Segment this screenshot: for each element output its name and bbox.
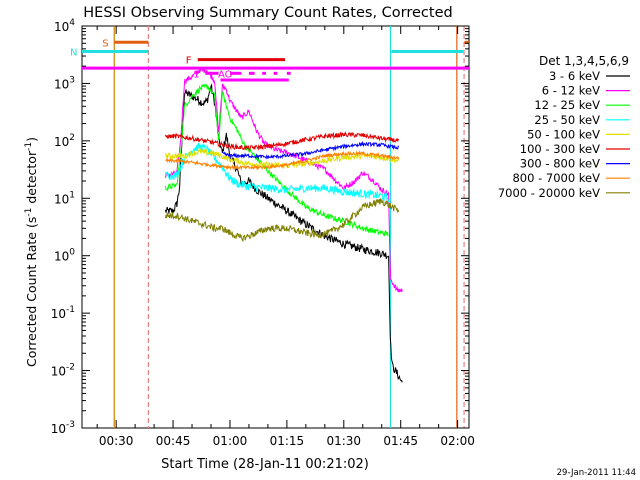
legend-label-2: 12 - 25 keV — [534, 98, 600, 112]
series-line-7 — [165, 150, 400, 171]
flag-label-2: F — [186, 56, 192, 67]
plot-area: S N F1 AO — [70, 25, 470, 429]
y-tick-label-2: 102 — [54, 133, 75, 149]
legend-label-0: 3 - 6 keV — [549, 69, 600, 83]
x-tick-label-6: 02:00 — [440, 434, 475, 448]
x-tick-label-4: 01:30 — [326, 434, 361, 448]
y-label-sup1: -1 — [24, 208, 34, 217]
y-label-sup2: -1 — [24, 142, 34, 151]
legend-label-6: 300 - 800 keV — [520, 157, 600, 171]
flag-label-4: 1 — [193, 69, 199, 80]
flag-label-5: AO — [218, 69, 233, 80]
flag-label-1: N — [70, 47, 77, 58]
series-line-0 — [165, 83, 403, 383]
y-tick-label-4: 100 — [54, 248, 75, 264]
x-axis-label: Start Time (28-Jan-11 00:21:02) — [161, 457, 369, 472]
x-tick-label-0: 00:30 — [99, 434, 134, 448]
flag-label-0: S — [102, 38, 108, 49]
series-line-3 — [165, 142, 390, 203]
y-label-mid: detector — [24, 150, 39, 208]
series-line-4 — [165, 147, 400, 169]
legend-title: Det 1,3,4,5,6,9 — [539, 54, 629, 68]
chart-title: HESSI Observing Summary Count Rates, Cor… — [83, 5, 452, 21]
series-layer — [165, 67, 403, 383]
timestamp: 29-Jan-2011 11:44 — [557, 468, 636, 478]
y-tick-label-1: 103 — [54, 75, 75, 91]
y-tick-label-0: 104 — [54, 18, 75, 34]
series-line-2 — [165, 83, 389, 237]
plot-frame — [81, 25, 470, 429]
y-tick-label-5: 10-1 — [51, 305, 75, 321]
y-tick-label-6: 10-2 — [51, 363, 75, 379]
axes: 00:30 00:45 01:00 01:15 01:30 01:45 02:00 104 10… — [51, 18, 475, 448]
x-tick-label-3: 01:15 — [270, 434, 305, 448]
legend-label-4: 50 - 100 keV — [527, 127, 600, 141]
legend-label-7: 800 - 7000 keV — [512, 171, 600, 185]
y-label-end: ) — [24, 137, 39, 142]
orbit-night-lines — [113, 26, 465, 428]
legend-label-8: 7000 - 20000 keV — [498, 186, 600, 200]
series-line-8 — [165, 198, 400, 242]
x-tick-label-1: 00:45 — [156, 434, 191, 448]
legend-label-1: 6 - 12 keV — [542, 84, 600, 98]
y-tick-label-7: 10-3 — [51, 420, 75, 436]
y-axis-label: Corrected Count Rate (s-1 detector-1) — [24, 137, 39, 367]
legend-label-3: 25 - 50 keV — [534, 113, 600, 127]
flag-bars: S N F1 AO — [70, 38, 469, 82]
x-tick-label-2: 01:00 — [213, 434, 248, 448]
y-tick-label-3: 101 — [54, 190, 75, 206]
y-label-main: Corrected Count Rate (s — [24, 217, 39, 367]
x-tick-label-5: 01:45 — [383, 434, 418, 448]
series-line-6 — [222, 140, 400, 160]
legend-label-5: 100 - 300 keV — [520, 142, 600, 156]
series-line-5 — [165, 131, 399, 152]
